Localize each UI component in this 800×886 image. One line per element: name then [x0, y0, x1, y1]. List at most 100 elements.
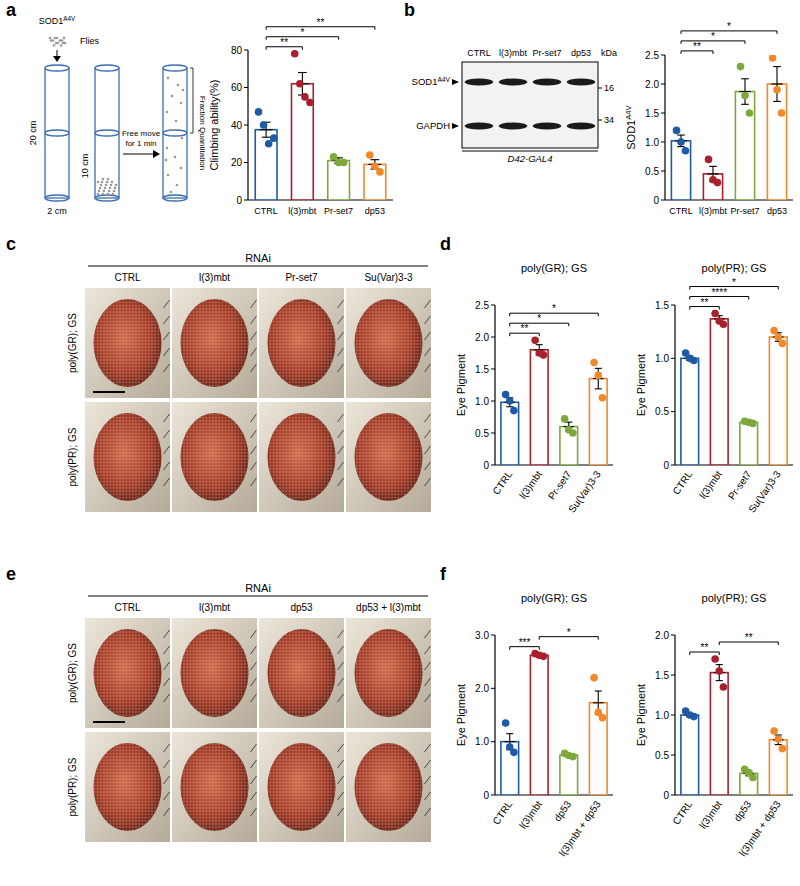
column-label: l(3)mbt — [199, 272, 230, 283]
data-point — [506, 397, 514, 405]
data-point — [778, 109, 786, 117]
bristle — [164, 678, 170, 686]
bristle — [425, 300, 431, 308]
header-line — [88, 596, 428, 597]
data-point — [270, 134, 278, 142]
data-point — [720, 320, 728, 328]
bristle — [425, 348, 431, 356]
eye — [355, 743, 423, 831]
y-tick-label: 1.5 — [475, 364, 489, 375]
y-tick-label: 0 — [663, 460, 669, 471]
bristle — [425, 332, 431, 340]
y-tick-label: 20 — [231, 157, 243, 168]
bristle — [164, 348, 170, 356]
bristle — [338, 792, 344, 800]
x-tick-label: CTRL — [490, 798, 514, 826]
x-tick-label: CTRL — [254, 206, 278, 216]
bar — [501, 402, 519, 465]
significance-label: ** — [701, 297, 709, 308]
column-label: CTRL — [114, 272, 141, 283]
data-point — [376, 168, 384, 176]
fly — [59, 39, 62, 42]
eye — [181, 299, 249, 387]
fly — [97, 181, 100, 184]
tube-mid — [95, 130, 119, 136]
eye-panel: RNAiCTRLl(3)mbtdp53dp53 + l(3)mbtpoly(GR… — [67, 582, 431, 842]
y-tick — [661, 84, 665, 85]
arrow-head — [53, 56, 61, 62]
tube-bottom — [163, 195, 187, 201]
bristle — [251, 808, 257, 816]
driver-line — [462, 151, 598, 152]
bar — [710, 673, 728, 795]
fly — [106, 181, 109, 184]
significance-label: * — [727, 21, 731, 32]
y-label: SOD1A4V — [624, 104, 638, 149]
bristle — [338, 446, 344, 454]
error-cap — [741, 78, 749, 79]
band — [499, 79, 528, 86]
tube-bottom — [45, 195, 69, 201]
mean-line — [771, 83, 783, 84]
fly — [49, 37, 52, 40]
significance-label: ** — [317, 17, 325, 28]
fly — [170, 191, 173, 194]
eye — [94, 299, 162, 387]
eye-texture — [268, 629, 336, 717]
panel-label: c — [6, 234, 16, 254]
bristle — [338, 678, 344, 686]
panel-label: a — [6, 0, 17, 20]
bristle — [164, 462, 170, 470]
mean-line — [504, 741, 515, 742]
bristle — [338, 364, 344, 372]
eye-photo — [259, 732, 344, 842]
tube-mid — [163, 130, 187, 136]
y-tick — [661, 200, 665, 201]
data-point — [741, 92, 749, 100]
data-point — [682, 147, 690, 155]
fly — [114, 187, 117, 190]
error-cap — [506, 733, 513, 734]
x-tick-label: CTRL — [670, 798, 694, 826]
bristle — [164, 478, 170, 486]
dim-label: 2 cm — [47, 206, 67, 216]
data-point — [749, 774, 757, 782]
y-tick — [671, 465, 675, 466]
eye-photo — [85, 732, 170, 842]
bar — [589, 379, 607, 465]
bar — [328, 161, 350, 200]
driver-label: D42-GAL4 — [508, 153, 553, 164]
y-label: Eye Pigment — [455, 354, 467, 416]
y-label: Climbing ability(%) — [208, 79, 220, 170]
fly — [101, 181, 104, 184]
x-tick-label: dp53 — [365, 206, 385, 216]
row-label: poly(GR); GS — [67, 643, 78, 703]
fly — [177, 84, 180, 87]
bristle — [164, 760, 170, 768]
y-tick — [491, 741, 495, 742]
y-tick — [661, 113, 665, 114]
bristle — [425, 364, 431, 372]
fly — [100, 184, 103, 187]
y-label: Eye Pigment — [635, 684, 647, 746]
data-point — [737, 63, 745, 71]
tube — [163, 68, 187, 198]
y-tick-label: 0 — [653, 195, 659, 206]
data-point — [769, 55, 777, 62]
fly — [180, 167, 183, 170]
data-point — [714, 179, 722, 187]
y-tick — [661, 171, 665, 172]
y-tick — [244, 125, 248, 126]
eye — [94, 743, 162, 831]
band-label: GAPDH — [416, 120, 450, 131]
marker-tick — [598, 88, 602, 89]
eye-texture — [94, 629, 162, 717]
bar — [530, 655, 548, 795]
y-tick-label: 0.5 — [475, 428, 489, 439]
fly — [103, 190, 106, 193]
row-label: poly(PR); GS — [67, 427, 78, 486]
x-tick-label: dp53 — [732, 798, 754, 823]
bristle — [164, 630, 170, 638]
fly — [104, 187, 107, 190]
y-tick-label: 2.0 — [475, 332, 489, 343]
